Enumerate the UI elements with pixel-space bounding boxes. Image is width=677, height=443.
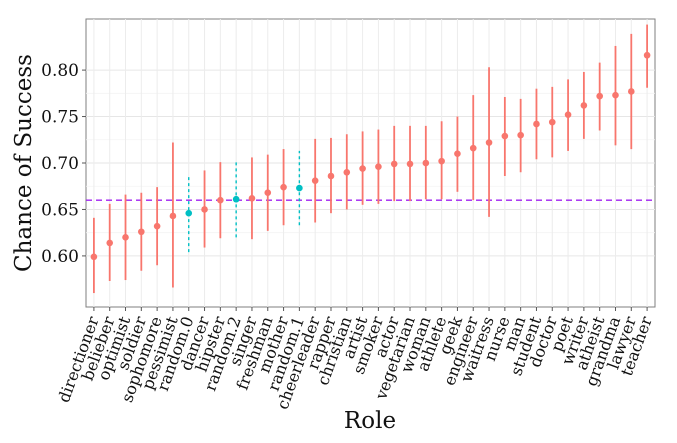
y-axis-title: Chance of Success <box>11 54 37 272</box>
role-point <box>564 111 572 118</box>
role-point <box>248 195 256 202</box>
role-point <box>501 132 509 140</box>
role-point <box>612 91 619 99</box>
role-point <box>327 172 335 180</box>
y-tick-label: 0.65 <box>41 200 79 220</box>
random-baseline-point <box>232 195 240 203</box>
role-point <box>375 163 382 171</box>
x-axis-title: Role <box>344 408 396 434</box>
role-point <box>627 88 635 95</box>
role-point <box>548 118 556 126</box>
random-baseline-point <box>296 184 303 192</box>
role-point <box>90 253 98 261</box>
role-point <box>169 212 177 220</box>
role-point <box>153 222 161 230</box>
role-point <box>343 168 351 176</box>
role-point <box>280 183 287 191</box>
role-point <box>533 120 540 128</box>
role-point <box>311 177 319 184</box>
role-point <box>217 196 224 204</box>
role-point <box>469 144 477 152</box>
y-tick-label: 0.75 <box>41 108 79 128</box>
role-point <box>138 228 145 236</box>
role-point <box>201 206 208 213</box>
role-point <box>643 51 651 59</box>
role-point <box>454 150 461 158</box>
y-tick-label: 0.80 <box>41 61 79 81</box>
points <box>90 51 651 261</box>
role-point <box>122 234 129 241</box>
role-point <box>422 159 430 167</box>
role-point <box>580 102 588 109</box>
y-axis-ticks: 0.60 0.65 0.70 0.75 0.80 <box>41 61 86 267</box>
role-point <box>517 131 524 139</box>
role-point <box>438 157 445 165</box>
role-point <box>264 189 272 197</box>
y-tick-label: 0.70 <box>41 154 79 174</box>
role-point <box>485 139 493 146</box>
role-point <box>596 92 603 100</box>
random-baseline-point <box>185 209 193 217</box>
role-point <box>106 239 114 247</box>
role-point <box>406 160 414 168</box>
x-axis-ticks: directionerbelieberoptimistsoldiersophom… <box>54 307 656 412</box>
role-point <box>390 160 398 168</box>
role-point <box>359 165 366 172</box>
y-tick-label: 0.60 <box>41 247 79 267</box>
